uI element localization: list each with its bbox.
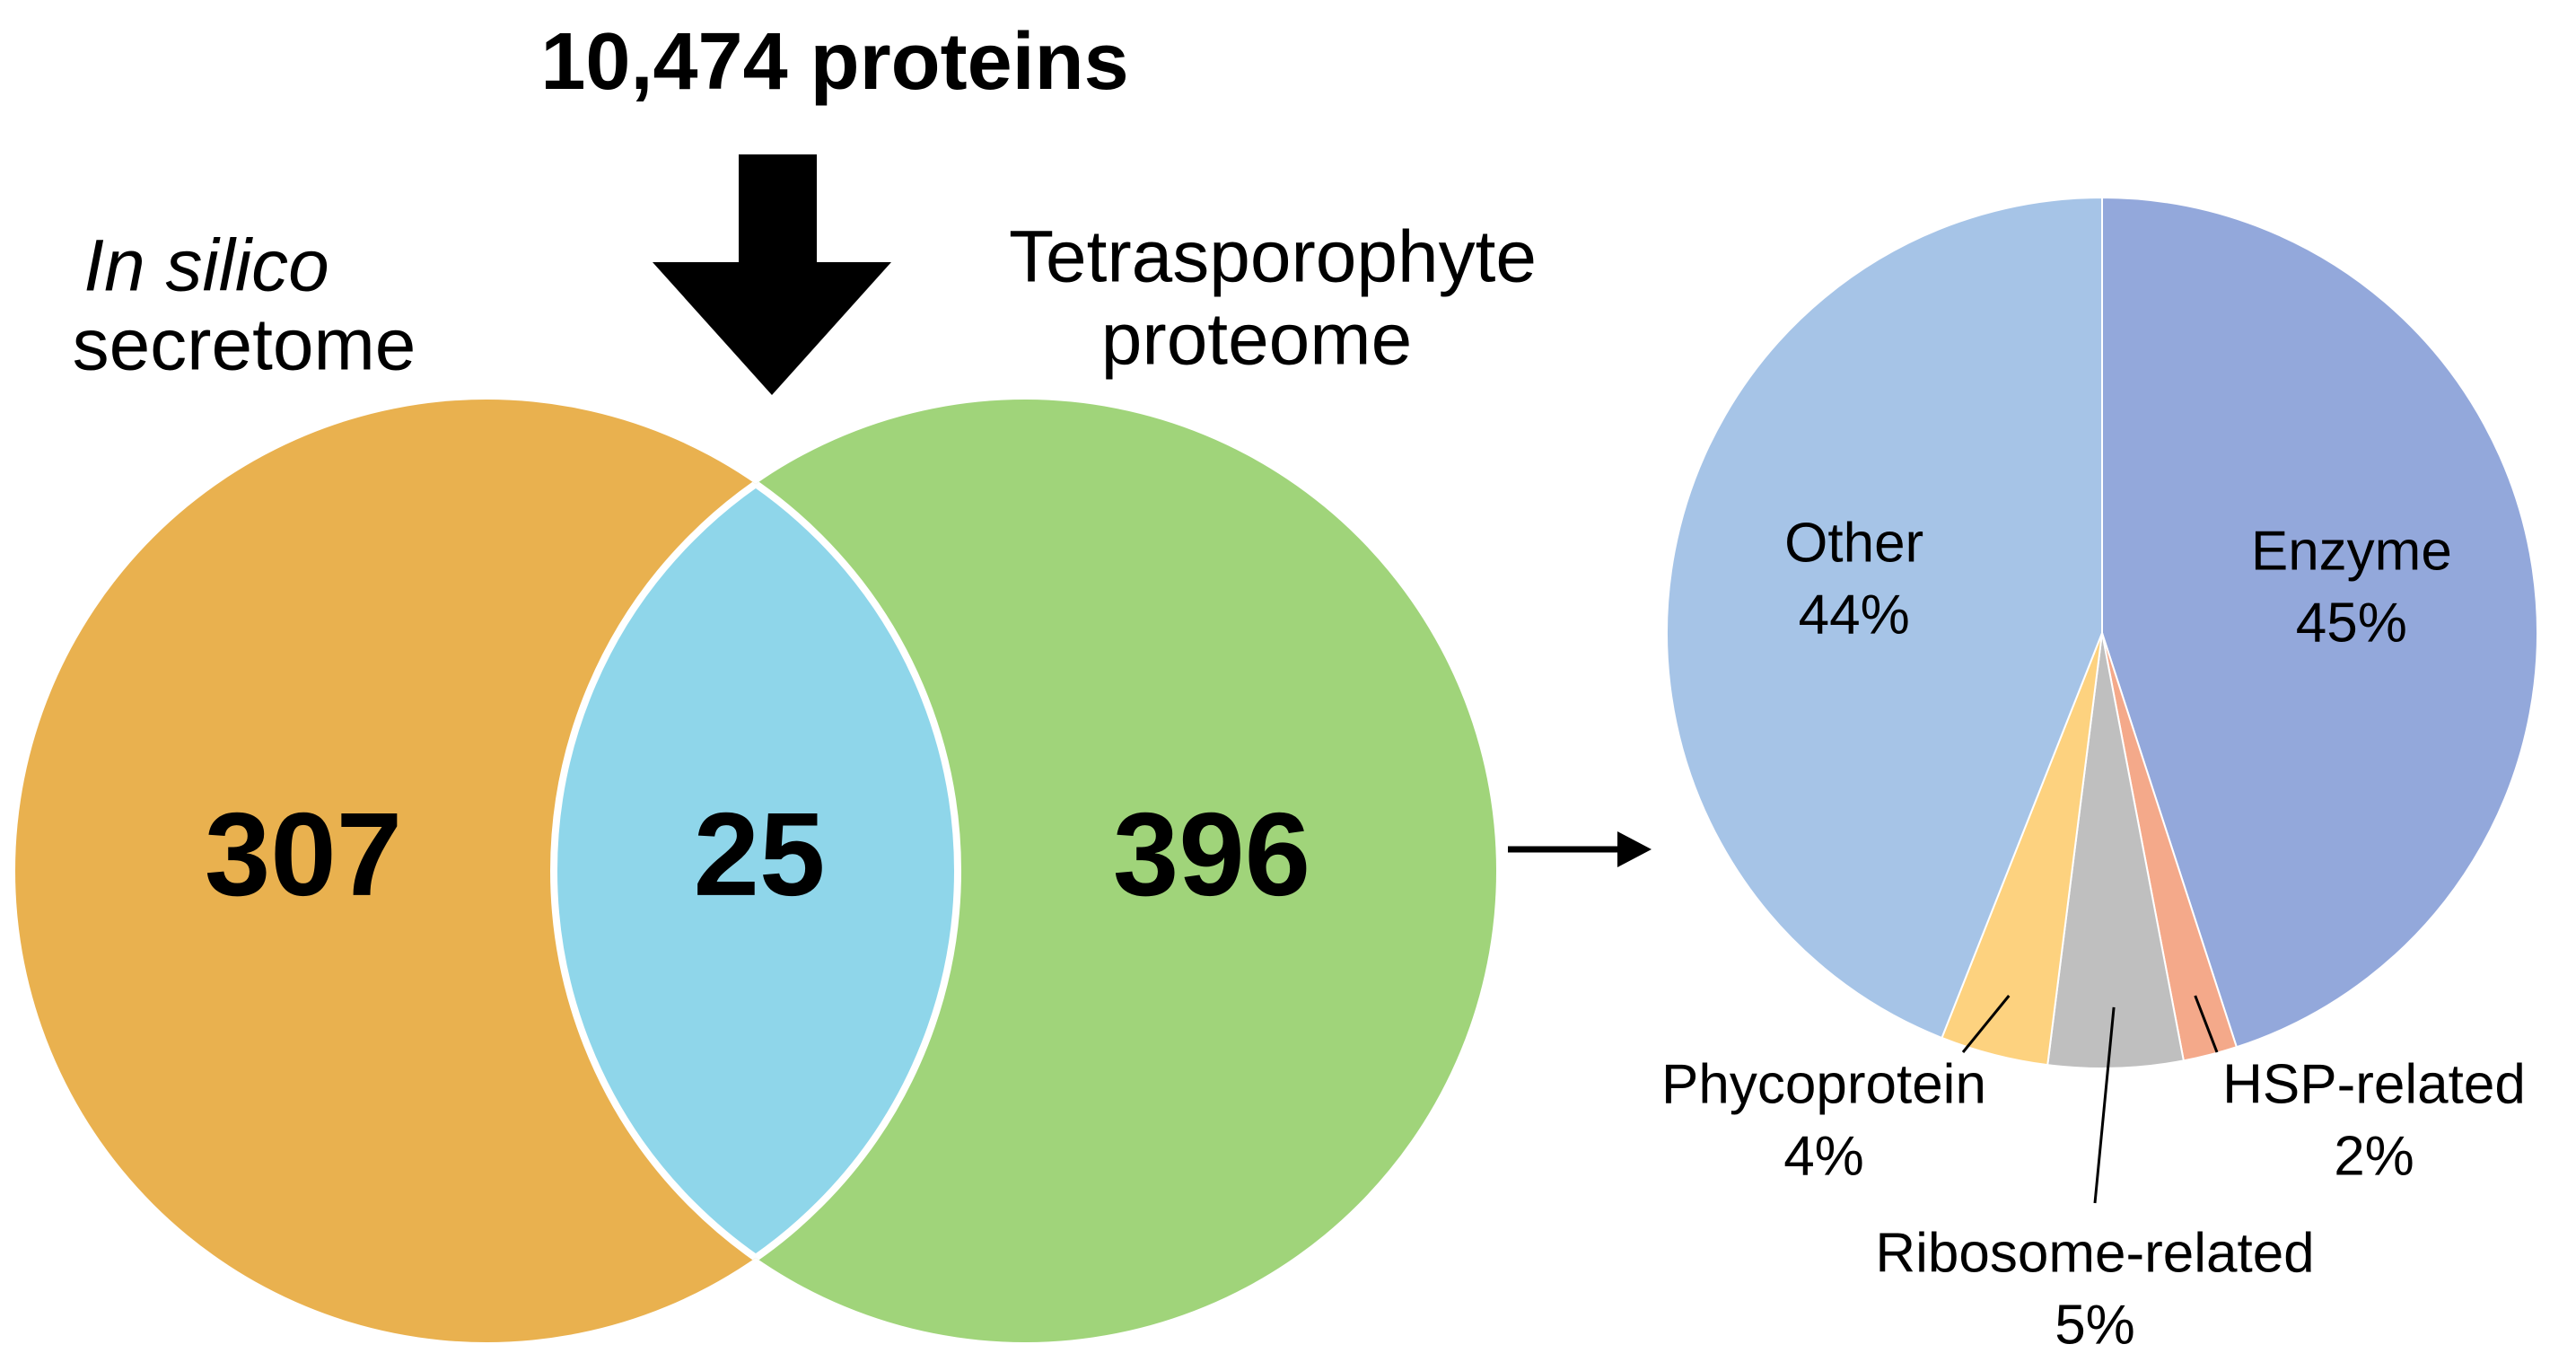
pie-category-label: Ribosome-related bbox=[1875, 1222, 2314, 1284]
set-label: proteome bbox=[1101, 299, 1412, 381]
pie-slice bbox=[1666, 196, 2103, 1040]
venn-title: 10,474 proteins bbox=[540, 17, 1128, 107]
pie-value-label: 44% bbox=[1799, 584, 1910, 646]
link-arrow-head bbox=[1617, 831, 1652, 867]
intersection-outline bbox=[550, 400, 958, 1342]
pie-slice bbox=[2101, 196, 2538, 1049]
region-count: 307 bbox=[205, 788, 402, 920]
pie-value-label: 5% bbox=[2055, 1294, 2135, 1356]
set-label: In silico bbox=[83, 225, 329, 307]
intersection-count: 25 bbox=[694, 788, 826, 920]
pie-chart: Enzyme 45% HSP-related 2% Ribosome-related 5%… bbox=[1661, 196, 2538, 1356]
leader-line bbox=[2093, 1006, 2116, 1204]
region-count: 396 bbox=[1113, 788, 1310, 920]
pie-category-label: Other bbox=[1784, 513, 1923, 575]
pie-category-label: Phycoprotein bbox=[1661, 1053, 1986, 1115]
pie-category-label: Enzyme bbox=[2251, 520, 2452, 582]
intersection-region bbox=[554, 400, 958, 1342]
set-label: Tetrasporophyte bbox=[1009, 216, 1537, 298]
pie-value-label: 45% bbox=[2296, 592, 2407, 654]
down-arrow bbox=[653, 154, 891, 395]
leader-line bbox=[2194, 995, 2219, 1053]
leader-line bbox=[1961, 995, 2011, 1053]
pie-value-label: 4% bbox=[1783, 1125, 1864, 1187]
intersection-outline bbox=[554, 400, 961, 1342]
set-label: secretome bbox=[73, 304, 416, 386]
pie-slice bbox=[2046, 632, 2186, 1069]
pie-category-label: HSP-related bbox=[2222, 1053, 2526, 1115]
pie-value-label: 2% bbox=[2334, 1125, 2414, 1187]
